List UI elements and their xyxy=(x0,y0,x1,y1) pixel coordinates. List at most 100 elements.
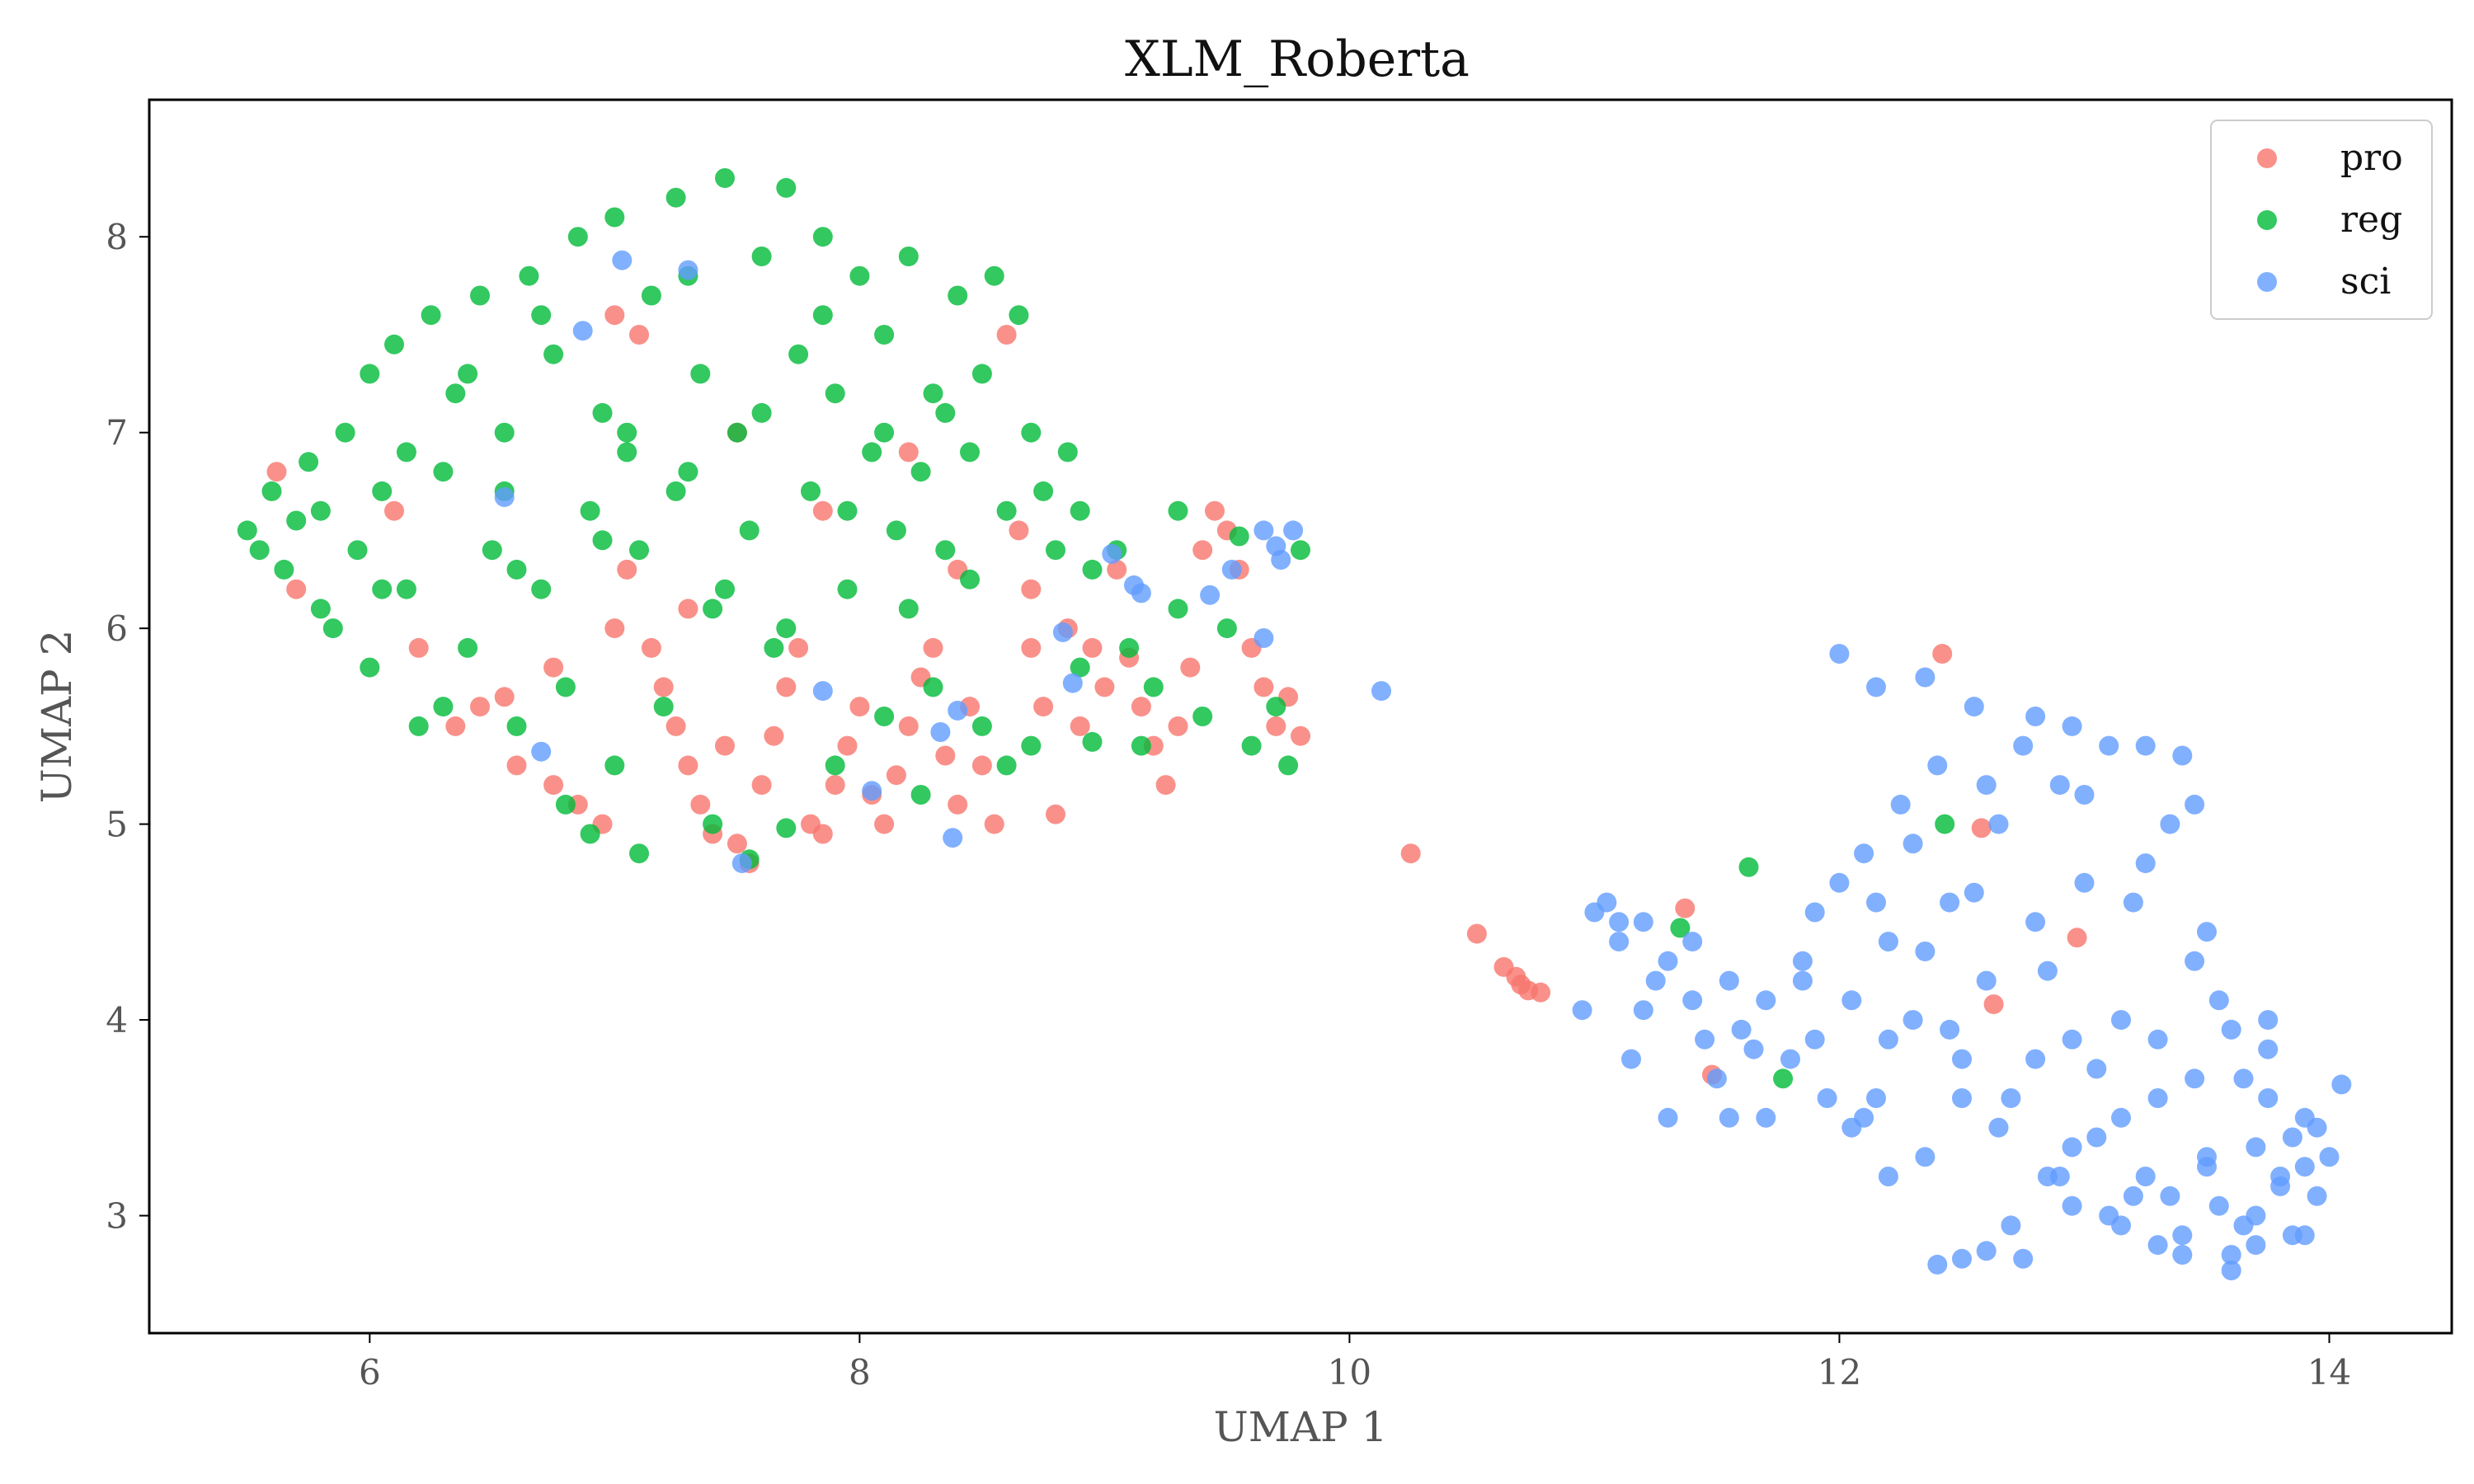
point-pro-69 xyxy=(898,442,919,463)
point-sci-0 xyxy=(494,487,515,507)
point-sci-95 xyxy=(1621,1049,1641,1069)
point-reg-18 xyxy=(445,383,466,404)
point-sci-37 xyxy=(1804,902,1825,923)
point-sci-101 xyxy=(1903,1010,1923,1031)
point-sci-2 xyxy=(572,321,593,341)
point-sci-20 xyxy=(1271,550,1291,570)
point-sci-139 xyxy=(1804,1029,1825,1050)
point-sci-107 xyxy=(2123,892,2143,913)
point-sci-3 xyxy=(612,250,633,270)
point-reg-51 xyxy=(837,579,858,599)
point-sci-114 xyxy=(2086,1059,2107,1079)
point-sci-120 xyxy=(2233,1215,2254,1236)
point-sci-94 xyxy=(1658,1107,1678,1128)
point-pro-68 xyxy=(1291,726,1310,746)
point-reg-116 xyxy=(874,422,895,443)
point-pro-2 xyxy=(384,500,404,521)
point-pro-27 xyxy=(788,637,809,658)
point-sci-83 xyxy=(1952,1248,1972,1269)
point-reg-114 xyxy=(617,422,637,443)
point-sci-130 xyxy=(2062,716,2082,736)
point-reg-63 xyxy=(984,265,1004,286)
point-sci-93 xyxy=(1756,1107,1776,1128)
point-sci-60 xyxy=(2074,872,2095,893)
point-pro-35 xyxy=(886,765,906,786)
point-sci-48 xyxy=(1927,755,1948,776)
point-sci-140 xyxy=(1878,1029,1898,1050)
point-pro-36 xyxy=(898,716,919,736)
point-sci-113 xyxy=(1866,1088,1886,1108)
point-sci-45 xyxy=(1890,794,1911,815)
point-pro-38 xyxy=(923,637,943,658)
point-sci-5 xyxy=(731,853,752,874)
point-reg-115 xyxy=(751,402,772,423)
point-pro-48 xyxy=(1046,804,1065,824)
point-pro-32 xyxy=(849,697,870,717)
point-reg-34 xyxy=(629,540,649,561)
point-reg-86 xyxy=(1119,637,1140,658)
point-reg-120 xyxy=(935,402,956,423)
point-sci-65 xyxy=(2135,853,2156,874)
point-sci-108 xyxy=(2221,1019,2241,1040)
point-pro-18 xyxy=(690,794,711,815)
point-sci-121 xyxy=(2172,1245,2193,1265)
point-reg-11 xyxy=(360,657,380,678)
point-sci-39 xyxy=(1829,872,1850,893)
point-sci-149 xyxy=(2049,1167,2070,1186)
point-sci-129 xyxy=(1976,775,1997,796)
point-sci-54 xyxy=(2001,1088,2021,1108)
point-pro-26 xyxy=(776,677,797,697)
point-reg-122 xyxy=(1738,857,1759,877)
point-reg-26 xyxy=(543,344,564,364)
point-reg-41 xyxy=(715,168,735,188)
point-reg-70 xyxy=(1070,500,1090,521)
point-reg-96 xyxy=(1168,500,1188,521)
point-pro-61 xyxy=(1205,500,1225,521)
point-reg-8 xyxy=(335,422,355,443)
point-pro-57 xyxy=(1155,775,1176,796)
point-sci-99 xyxy=(2294,1225,2315,1246)
point-pro-50 xyxy=(1070,716,1090,736)
y-tick-label-3: 6 xyxy=(106,608,128,649)
point-reg-44 xyxy=(751,247,772,266)
point-sci-15 xyxy=(1131,583,1151,603)
point-reg-69 xyxy=(1057,442,1078,463)
point-reg-90 xyxy=(1216,618,1237,639)
point-sci-35 xyxy=(1780,1049,1800,1069)
point-pro-70 xyxy=(812,500,833,521)
point-sci-68 xyxy=(2172,1225,2193,1246)
point-pro-55 xyxy=(1131,697,1151,717)
point-reg-1 xyxy=(249,540,270,561)
point-reg-71 xyxy=(1082,559,1103,580)
x-tick-label-0: 6 xyxy=(359,1352,381,1392)
point-reg-84 xyxy=(1021,735,1042,756)
point-sci-11 xyxy=(1052,622,1073,642)
point-sci-110 xyxy=(1572,1000,1592,1021)
point-sci-1 xyxy=(531,741,552,762)
point-sci-137 xyxy=(1609,912,1630,932)
series-sci xyxy=(494,250,2352,1280)
point-sci-92 xyxy=(1878,1167,1898,1186)
point-reg-105 xyxy=(666,481,686,501)
point-sci-100 xyxy=(2258,1088,2279,1108)
point-reg-119 xyxy=(812,305,833,326)
point-reg-106 xyxy=(715,579,735,599)
point-sci-124 xyxy=(2062,1137,2082,1158)
point-reg-109 xyxy=(898,599,919,619)
point-sci-67 xyxy=(2160,814,2180,834)
point-reg-68 xyxy=(1046,540,1065,561)
point-pro-87 xyxy=(1983,994,2004,1015)
point-pro-7 xyxy=(506,755,527,776)
point-sci-9 xyxy=(943,828,963,848)
point-pro-43 xyxy=(984,814,1004,834)
point-reg-74 xyxy=(555,794,576,815)
legend-box xyxy=(2210,120,2433,320)
point-reg-15 xyxy=(408,716,429,736)
point-sci-109 xyxy=(1633,1000,1653,1021)
point-sci-81 xyxy=(2331,1074,2352,1095)
point-sci-12 xyxy=(1062,673,1083,693)
point-pro-66 xyxy=(1266,716,1286,736)
point-reg-3 xyxy=(274,559,294,580)
point-reg-112 xyxy=(372,579,393,599)
